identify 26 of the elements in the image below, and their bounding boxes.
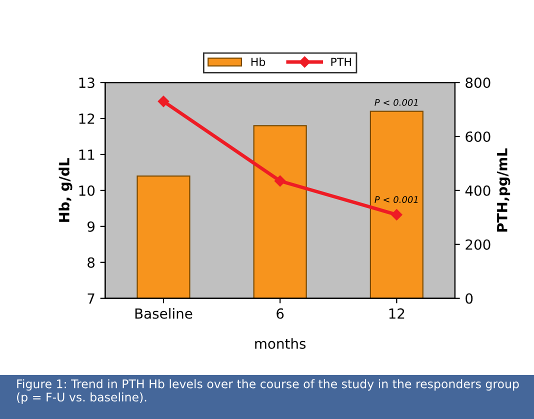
point xyxy=(158,96,170,108)
y-axis-title: Hb, g/dL xyxy=(58,158,72,222)
y-tick-label: 9 xyxy=(88,221,94,232)
annotation: P < 0.001 xyxy=(374,196,418,203)
x-axis-title: months xyxy=(255,338,306,349)
x-tick-label: Baseline xyxy=(135,308,192,319)
y-tick-label: 8 xyxy=(88,257,95,268)
y2-tick-label: 800 xyxy=(466,78,490,88)
x-tick-label: 6 xyxy=(276,308,284,319)
y2-axis-title: PTH,pg/mL xyxy=(497,148,510,232)
annotation: P < 0.001 xyxy=(374,99,418,106)
x-tick-label: 12 xyxy=(389,308,404,319)
point xyxy=(391,209,402,220)
y-tick-label: 13 xyxy=(79,78,94,88)
legend-label: Hb xyxy=(251,57,266,66)
y-tick-label: 10 xyxy=(79,185,95,196)
legend-label: PTH xyxy=(331,58,351,66)
y-tick-label: 11 xyxy=(79,150,94,160)
y2-tick-label: 0 xyxy=(466,293,473,304)
point xyxy=(274,175,286,187)
y2-tick-label: 200 xyxy=(466,239,490,250)
y2-tick-label: 400 xyxy=(465,185,490,196)
y-tick-label: 7 xyxy=(88,293,94,304)
y-tick-label: 12 xyxy=(79,113,94,124)
y2-tick-label: 600 xyxy=(466,131,490,142)
caption: Figure 1: Trend in PTH Hb levels over the course of the study in the responders group (p = F-U vs. baseline). xyxy=(17,379,519,404)
